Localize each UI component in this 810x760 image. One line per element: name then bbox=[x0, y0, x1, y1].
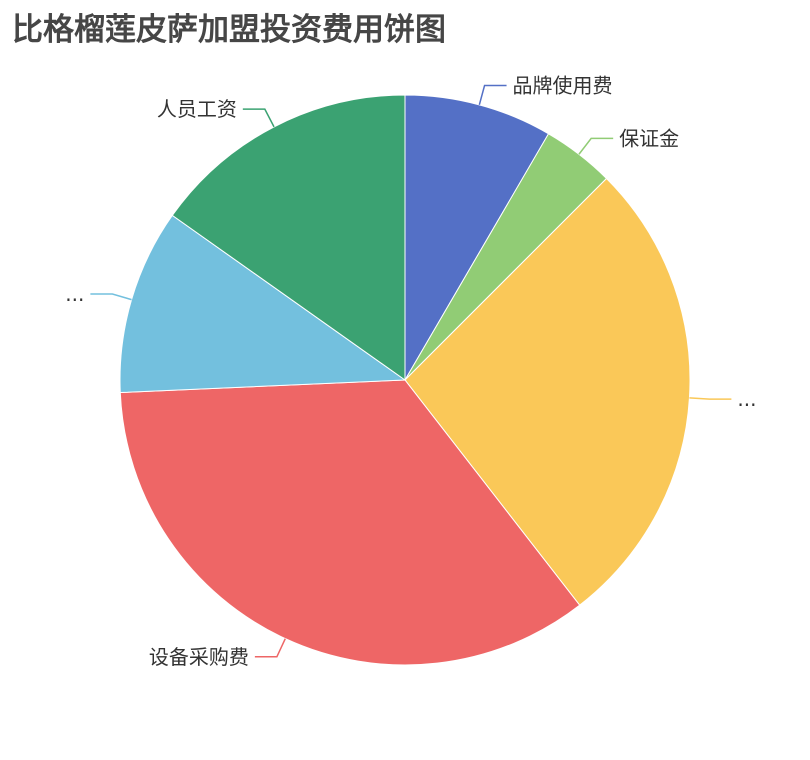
label-leader-line bbox=[242, 108, 275, 128]
label-leader-line bbox=[254, 638, 286, 658]
label-leader-line bbox=[478, 84, 507, 106]
label-leader-line bbox=[689, 397, 732, 400]
slice-label: 品牌使用费 bbox=[513, 74, 613, 98]
slice-label: 设备采购费 bbox=[149, 645, 249, 669]
pie-slice[interactable] bbox=[404, 94, 550, 382]
slice-label: 保证金 bbox=[619, 126, 679, 150]
slice-label: ... bbox=[737, 387, 756, 411]
pie-slice[interactable] bbox=[119, 379, 581, 666]
pie-slice[interactable] bbox=[404, 177, 691, 606]
pie-slice[interactable] bbox=[119, 214, 407, 394]
slice-label: ... bbox=[65, 282, 84, 306]
label-leader-line bbox=[578, 137, 614, 155]
label-leader-line bbox=[90, 293, 132, 301]
chart-title: 比格榴莲皮萨加盟投资费用饼图 bbox=[12, 12, 446, 48]
slice-label: 人员工资 bbox=[157, 97, 237, 121]
